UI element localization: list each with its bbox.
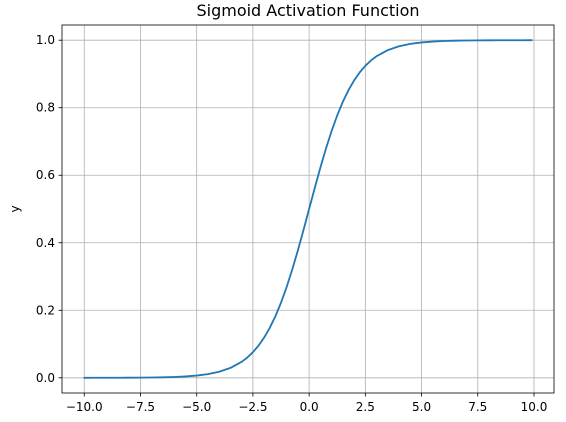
x-tick-label: 5.0	[412, 400, 431, 414]
y-tick-label: 0.0	[36, 371, 55, 385]
x-tick-label: −5.0	[182, 400, 211, 414]
x-tick-label: −10.0	[66, 400, 103, 414]
y-tick-label: 0.6	[36, 168, 55, 182]
y-tick-label: 0.2	[36, 303, 55, 317]
x-tick-label: −2.5	[238, 400, 267, 414]
x-tick-label: 2.5	[356, 400, 375, 414]
plot-frame	[61, 24, 555, 394]
series-layer	[83, 39, 533, 379]
y-tick-label: 0.8	[36, 101, 55, 115]
y-tick-label: 0.4	[36, 236, 55, 250]
x-tick-label: 0.0	[300, 400, 319, 414]
x-tick-label: 7.5	[468, 400, 487, 414]
x-tick-label: −7.5	[126, 400, 155, 414]
y-tick-label: 1.0	[36, 33, 55, 47]
series-line	[83, 39, 533, 379]
x-tick-label: 10.0	[521, 400, 548, 414]
y-axis-label: y	[8, 205, 22, 212]
y-axis: 0.0 0.2 0.4 0.6 0.8 1.0	[36, 33, 62, 385]
chart-title: Sigmoid Activation Function	[196, 1, 419, 20]
x-axis: −10.0 −7.5 −5.0 −2.5 0.0 2.5 5.0 7.5 10.0	[66, 393, 547, 414]
